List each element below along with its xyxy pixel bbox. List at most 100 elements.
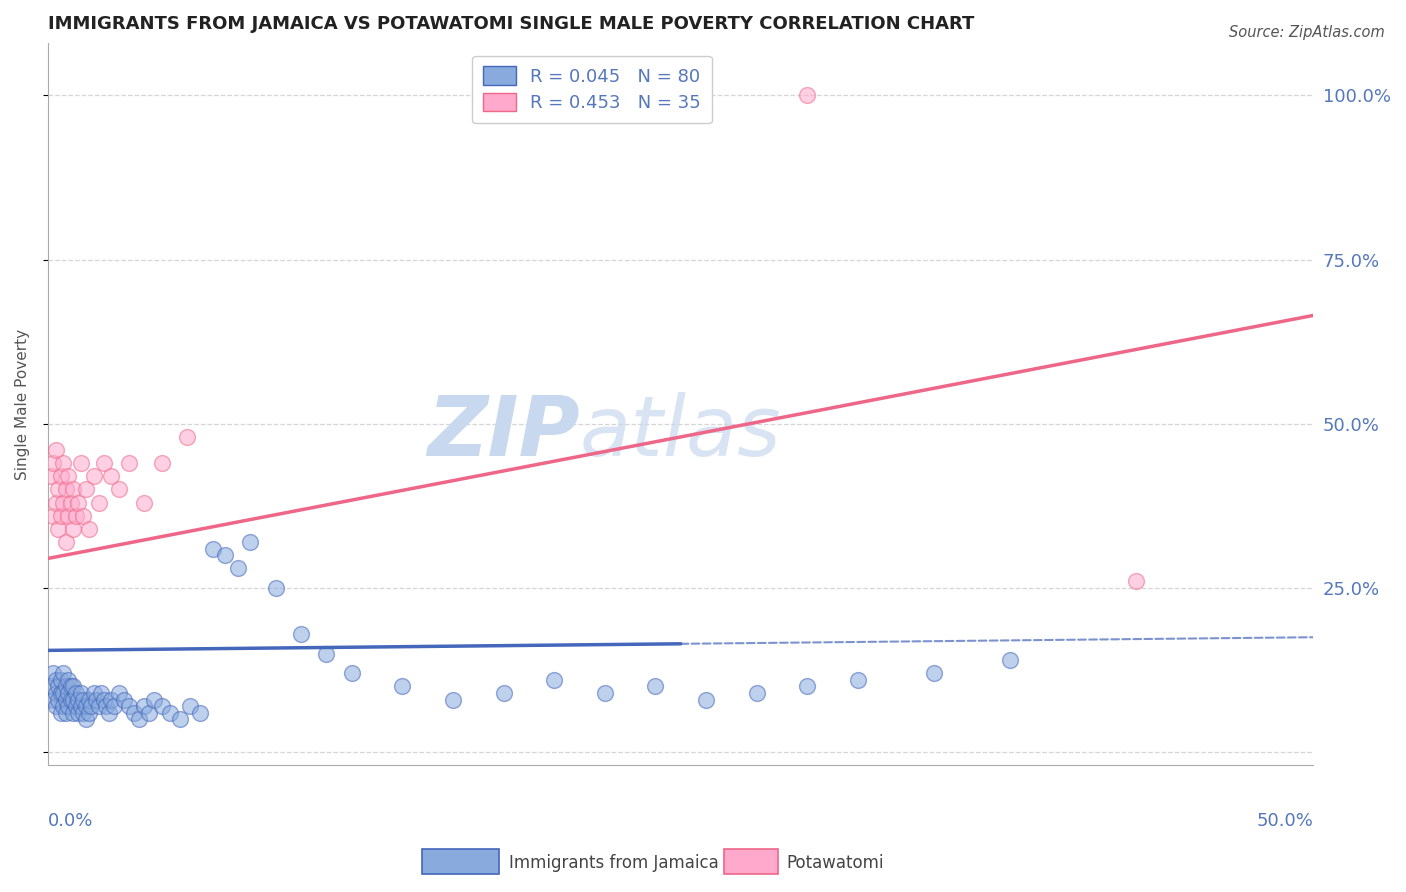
Point (55, 535, 77, 549)
Point (45, 686, 67, 700)
Point (39, 680, 62, 694)
Point (55, 483, 77, 497)
Point (42, 666, 65, 681)
Point (998, 653, 1021, 667)
Point (796, 88, 818, 103)
Point (55, 706, 77, 720)
Point (922, 666, 945, 681)
Point (58, 673, 80, 687)
Point (46, 522, 69, 536)
Point (62, 680, 84, 694)
Point (70, 456, 93, 470)
Legend: R = 0.045   N = 80, R = 0.453   N = 35: R = 0.045 N = 80, R = 0.453 N = 35 (472, 55, 711, 123)
Point (97, 706, 120, 720)
Point (84, 692, 107, 706)
Text: Potawatomi: Potawatomi (786, 855, 883, 872)
Point (201, 541, 224, 556)
Text: ZIP: ZIP (427, 392, 579, 474)
Point (108, 483, 131, 497)
Point (441, 692, 464, 706)
Point (58, 508, 80, 523)
Point (169, 712, 191, 726)
Point (83, 469, 105, 483)
Point (45, 495, 67, 509)
Point (108, 686, 131, 700)
Point (58, 686, 80, 700)
Point (46, 680, 69, 694)
Point (49, 469, 72, 483)
Point (65, 508, 87, 523)
Point (77, 692, 100, 706)
Point (100, 692, 122, 706)
Point (214, 548, 236, 562)
Point (176, 430, 198, 444)
Point (492, 686, 515, 700)
Point (72, 508, 94, 523)
Point (49, 673, 72, 687)
Point (52, 495, 75, 509)
Point (96, 699, 118, 714)
Point (239, 535, 262, 549)
Point (52, 456, 75, 470)
Point (55, 692, 77, 706)
Point (100, 469, 122, 483)
Point (59, 680, 82, 694)
Point (49, 706, 72, 720)
Point (138, 706, 160, 720)
Point (112, 692, 135, 706)
Point (122, 706, 145, 720)
Point (543, 673, 565, 687)
Point (62, 692, 84, 706)
Point (118, 456, 141, 470)
Point (159, 706, 181, 720)
Text: atlas: atlas (579, 392, 782, 474)
Text: 50.0%: 50.0% (1257, 813, 1313, 830)
Point (118, 699, 141, 714)
Point (188, 706, 211, 720)
Point (644, 680, 666, 694)
Point (39, 469, 62, 483)
Point (65, 699, 87, 714)
Point (62, 522, 84, 536)
Point (796, 680, 818, 694)
Text: Immigrants from Jamaica: Immigrants from Jamaica (509, 855, 718, 872)
Point (42, 692, 65, 706)
Point (62, 706, 84, 720)
Point (87, 495, 110, 509)
Point (83, 686, 105, 700)
Point (128, 712, 150, 726)
Point (391, 680, 413, 694)
Point (315, 647, 337, 661)
Point (62, 483, 84, 497)
Point (45, 699, 67, 714)
Point (72, 706, 94, 720)
Point (46, 483, 69, 497)
Point (52, 686, 75, 700)
Point (42, 508, 65, 523)
Point (65, 686, 87, 700)
Point (134, 699, 156, 714)
Point (134, 495, 156, 509)
Point (52, 699, 75, 714)
Point (264, 581, 287, 595)
Point (150, 456, 173, 470)
Point (77, 706, 100, 720)
Point (70, 686, 93, 700)
Point (52, 666, 75, 681)
Point (745, 686, 768, 700)
Text: IMMIGRANTS FROM JAMAICA VS POTAWATOMI SINGLE MALE POVERTY CORRELATION CHART: IMMIGRANTS FROM JAMAICA VS POTAWATOMI SI… (48, 15, 974, 33)
Point (87, 699, 110, 714)
Point (150, 699, 173, 714)
Point (67, 495, 90, 509)
Point (179, 699, 201, 714)
Point (77, 522, 100, 536)
Point (59, 495, 82, 509)
Point (143, 692, 166, 706)
Text: Source: ZipAtlas.com: Source: ZipAtlas.com (1229, 25, 1385, 40)
Point (72, 692, 94, 706)
Point (93, 456, 115, 470)
Point (75, 699, 97, 714)
Text: 0.0%: 0.0% (48, 813, 93, 830)
Point (42, 456, 65, 470)
Point (58, 469, 80, 483)
